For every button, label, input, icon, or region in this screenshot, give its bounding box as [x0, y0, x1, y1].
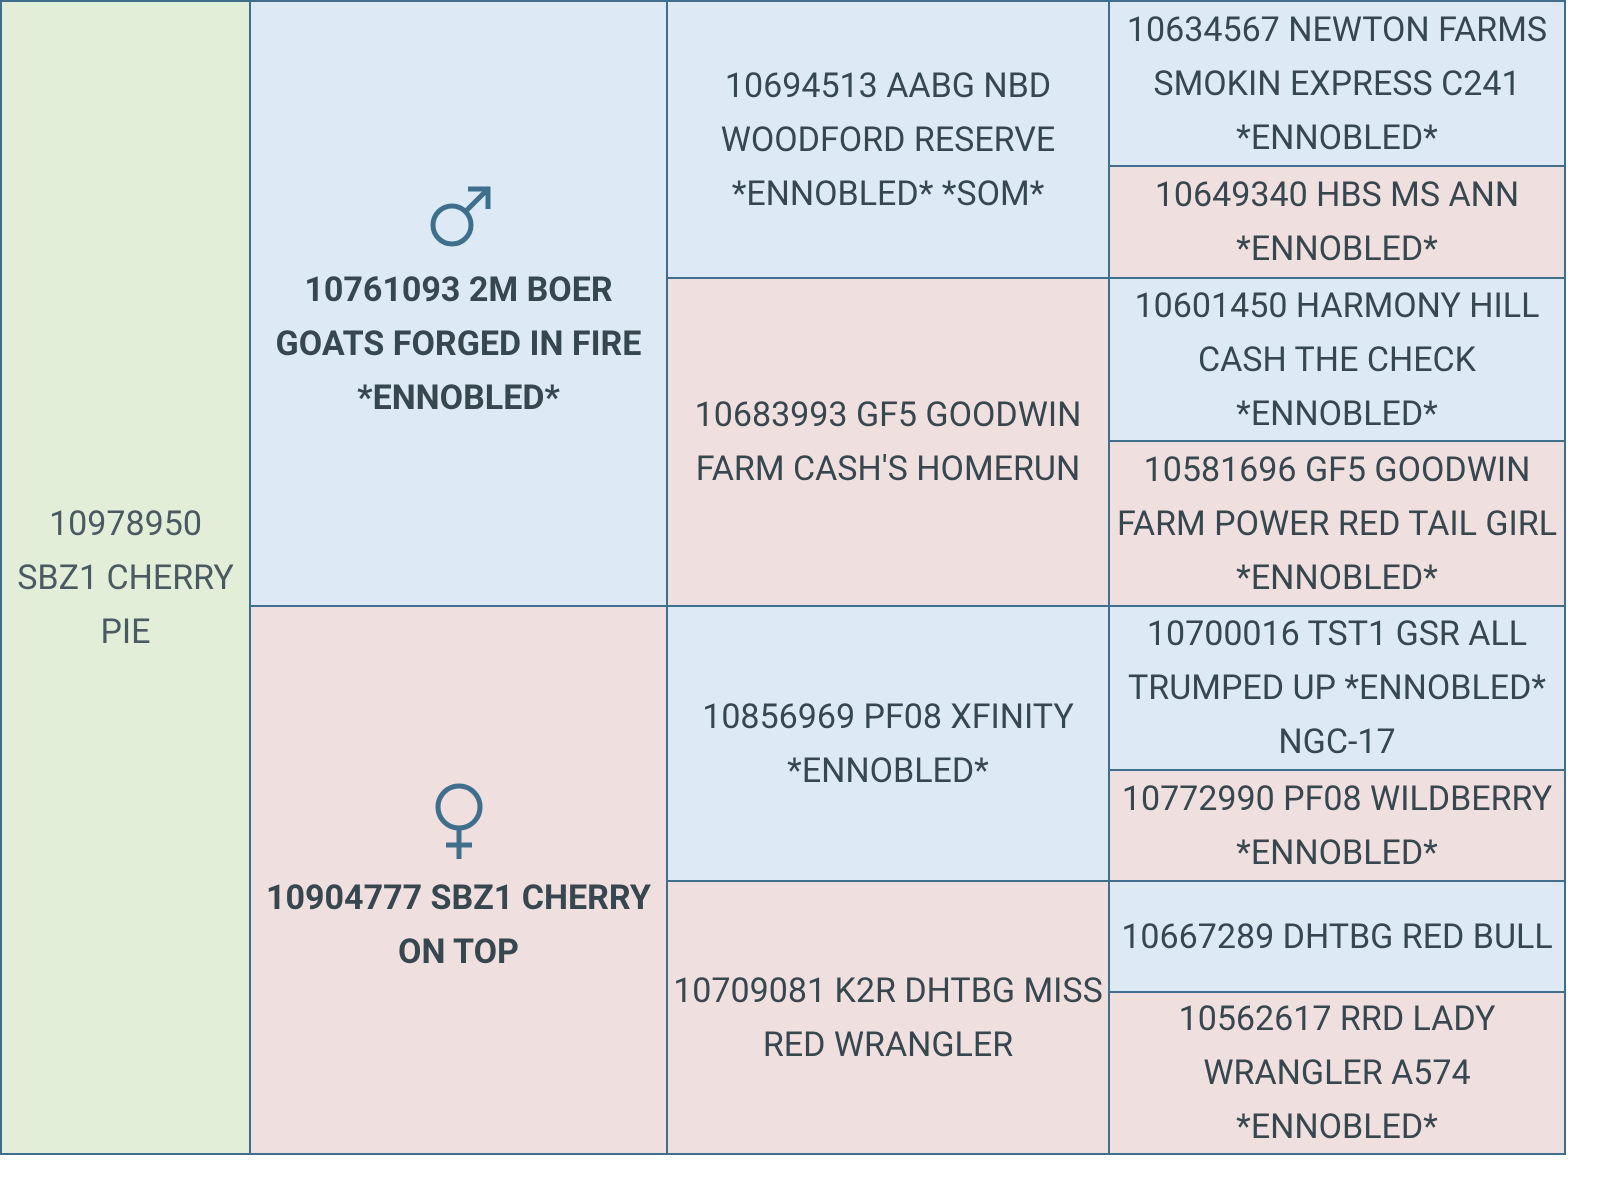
great-grandparent-name: 10667289 DHTBG RED BULL [1121, 916, 1553, 957]
subject-name: 10978950 SBZ1 CHERRY PIE [17, 503, 234, 652]
great-grandparent-cell: 10634567 NEWTON FARMS SMOKIN EXPRESS C24… [1108, 0, 1566, 167]
female-icon [435, 783, 482, 859]
male-icon [430, 186, 490, 246]
great-grandparent-cell: 10581696 GF5 GOODWIN FARM POWER RED TAIL… [1108, 440, 1566, 607]
great-grandparent-name: 10601450 HARMONY HILL CASH THE CHECK *EN… [1134, 285, 1540, 434]
great-grandparent-name: 10562617 RRD LADY WRANGLER A574 *ENNOBLE… [1178, 999, 1496, 1147]
dam-cell: 10904777 SBZ1 CHERRY ON TOP [249, 605, 668, 1155]
great-grandparent-name: 10772990 PF08 WILDBERRY *ENNOBLED* [1121, 778, 1553, 873]
great-grandparent-cell: 10649340 HBS MS ANN *ENNOBLED* [1108, 165, 1566, 279]
dam-name: 10904777 SBZ1 CHERRY ON TOP [266, 878, 651, 972]
grandparent-cell: 10683993 GF5 GOODWIN FARM CASH'S HOMERUN [666, 277, 1110, 607]
grandparent-name: 10683993 GF5 GOODWIN FARM CASH'S HOMERUN [694, 395, 1082, 489]
grandparent-cell: 10856969 PF08 XFINITY *ENNOBLED* [666, 605, 1110, 882]
great-grandparent-cell: 10700016 TST1 GSR ALL TRUMPED UP *ENNOBL… [1108, 605, 1566, 771]
grandparent-name: 10709081 K2R DHTBG MISS RED WRANGLER [673, 970, 1103, 1065]
sire-cell: 10761093 2M BOER GOATS FORGED IN FIRE *E… [249, 0, 668, 607]
grandparent-name: 10694513 AABG NBD WOODFORD RESERVE *ENNO… [720, 65, 1056, 214]
great-grandparent-name: 10634567 NEWTON FARMS SMOKIN EXPRESS C24… [1126, 9, 1548, 158]
subject-cell: 10978950 SBZ1 CHERRY PIE [0, 0, 251, 1155]
great-grandparent-name: 10649340 HBS MS ANN *ENNOBLED* [1154, 175, 1520, 269]
sire-name: 10761093 2M BOER GOATS FORGED IN FIRE *E… [275, 269, 642, 418]
pedigree-table: 10978950 SBZ1 CHERRY PIE 10761093 2M BOER… [0, 0, 1566, 1155]
grandparent-name: 10856969 PF08 XFINITY *ENNOBLED* [702, 696, 1074, 791]
great-grandparent-cell: 10562617 RRD LADY WRANGLER A574 *ENNOBLE… [1108, 991, 1566, 1155]
great-grandparent-cell: 10601450 HARMONY HILL CASH THE CHECK *EN… [1108, 277, 1566, 442]
great-grandparent-name: 10700016 TST1 GSR ALL TRUMPED UP *ENNOBL… [1127, 614, 1547, 762]
great-grandparent-cell: 10772990 PF08 WILDBERRY *ENNOBLED* [1108, 769, 1566, 882]
great-grandparent-name: 10581696 GF5 GOODWIN FARM POWER RED TAIL… [1116, 449, 1558, 598]
great-grandparent-cell: 10667289 DHTBG RED BULL [1108, 880, 1566, 993]
grandparent-cell: 10694513 AABG NBD WOODFORD RESERVE *ENNO… [666, 0, 1110, 279]
grandparent-cell: 10709081 K2R DHTBG MISS RED WRANGLER [666, 880, 1110, 1155]
